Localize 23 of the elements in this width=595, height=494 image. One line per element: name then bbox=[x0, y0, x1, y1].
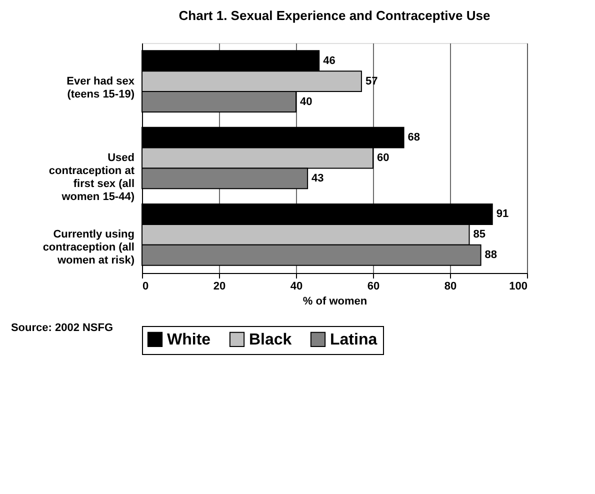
legend-label: Latina bbox=[330, 331, 378, 348]
data-label: 46 bbox=[323, 54, 336, 67]
data-label: 60 bbox=[377, 152, 390, 164]
x-tick-label: 0 bbox=[142, 280, 149, 292]
x-tick-label: 40 bbox=[290, 280, 303, 292]
data-label: 68 bbox=[408, 132, 420, 144]
y-tick-label: Ever had sex (teens 15-19) bbox=[66, 75, 136, 100]
x-axis-title: % of women bbox=[302, 296, 368, 308]
data-label: 88 bbox=[484, 249, 498, 262]
x-tick-label: 60 bbox=[367, 280, 380, 292]
y-tick-label: Currently using contraception (all women at risk) bbox=[42, 228, 135, 267]
data-label: 85 bbox=[473, 228, 486, 241]
data-label: 43 bbox=[312, 172, 324, 184]
y-tick-label: Used contraception at first sex (all women 15-44) bbox=[48, 152, 135, 203]
data-label: 91 bbox=[496, 208, 509, 220]
x-tick-label: 80 bbox=[444, 280, 457, 292]
legend-label: Black bbox=[249, 331, 292, 348]
chart-title: Chart 1. Sexual Experience and Contraceptive Use bbox=[178, 8, 490, 23]
x-tick-label: 20 bbox=[213, 280, 226, 292]
data-label: 40 bbox=[300, 96, 312, 108]
legend-label: White bbox=[167, 331, 211, 348]
x-tick-label: 100 bbox=[509, 280, 528, 292]
source-note: Source: 2002 NSFG bbox=[10, 322, 114, 334]
